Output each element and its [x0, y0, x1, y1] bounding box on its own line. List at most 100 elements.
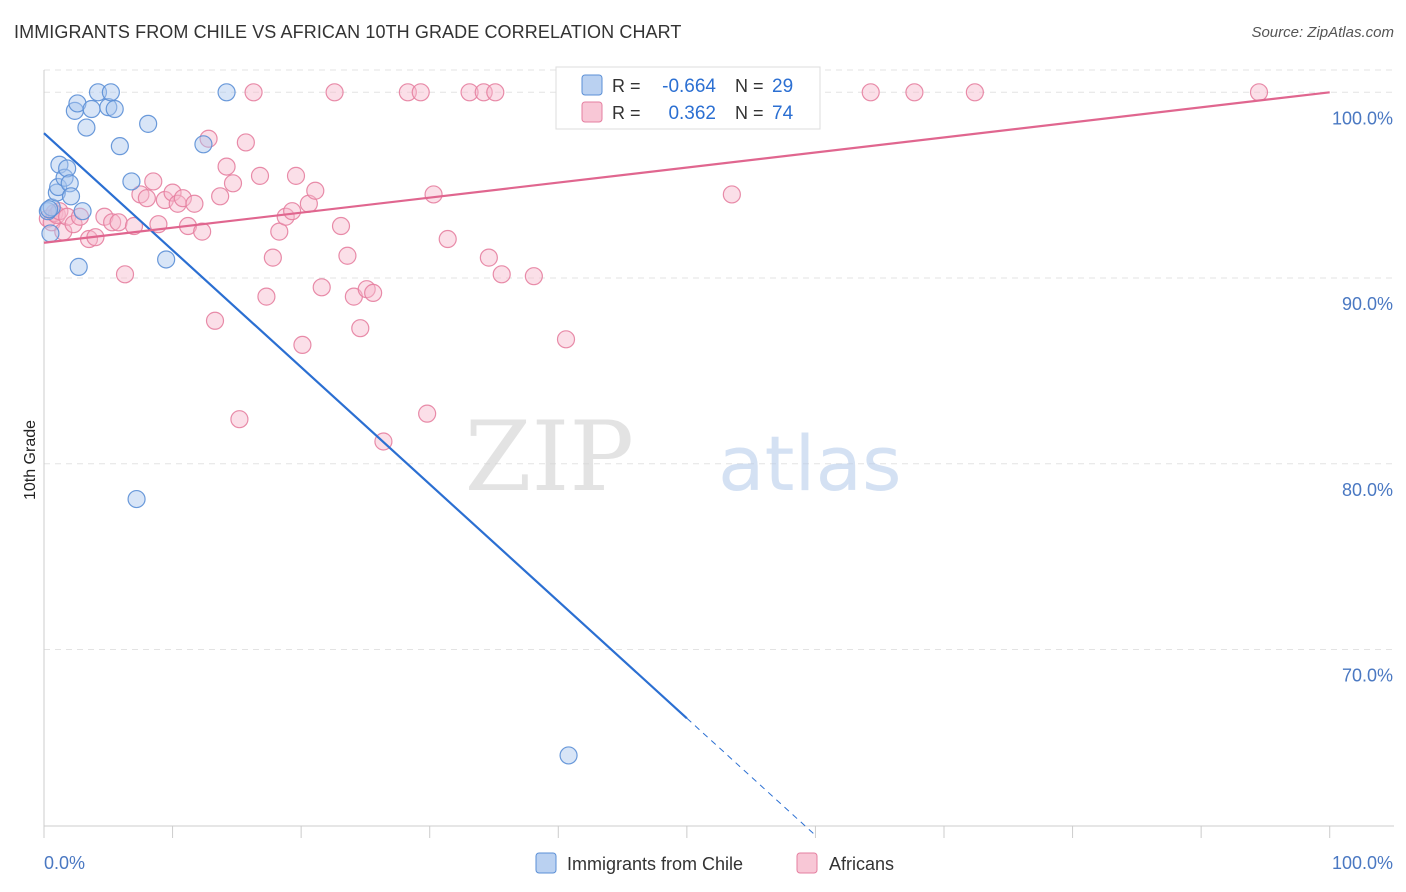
legend-r-label-blue: R =	[612, 76, 641, 96]
chile-point-14	[77, 118, 96, 137]
y-tick-label-3: 70.0%	[1342, 666, 1393, 686]
bottom-legend-swatch-pink	[796, 852, 818, 874]
africans-point-15	[124, 216, 144, 236]
chile-point-26	[217, 83, 236, 102]
africans-point-23	[173, 189, 192, 208]
africans-point-17	[137, 189, 156, 208]
africans-point-41	[286, 166, 306, 185]
africans-point-63	[492, 265, 511, 284]
legend-swatch-pink	[581, 101, 603, 123]
chile-point-13	[73, 202, 92, 221]
africans-point-40	[283, 202, 302, 221]
africans-point-7	[64, 215, 83, 234]
chile-point-27	[40, 200, 59, 219]
chile-point-16	[88, 83, 108, 102]
bottom-legend-label-chile: Immigrants from Chile	[567, 854, 743, 874]
africans-point-56	[418, 404, 437, 423]
africans-point-68	[722, 185, 741, 204]
x-tick-label-1: 100.0%	[1332, 853, 1393, 873]
chile-point-23	[139, 114, 158, 133]
axes	[43, 70, 1394, 838]
africans-point-37	[263, 248, 282, 267]
trend-lines	[43, 91, 1330, 836]
y-tick-labels: 100.0% 90.0% 80.0% 70.0%	[1332, 108, 1393, 685]
africans-point-64	[524, 267, 543, 286]
africans-point-18	[144, 172, 163, 191]
africans-point-50	[351, 319, 370, 338]
watermark-zip: ZIP	[465, 401, 634, 513]
legend-n-label-pink: N =	[735, 103, 764, 123]
africans-point-25	[185, 194, 204, 213]
legend-swatch-blue	[581, 74, 603, 96]
legend-n-label-blue: N =	[735, 76, 764, 96]
y-tick-label-1: 90.0%	[1342, 294, 1393, 314]
africans-point-65	[556, 330, 576, 349]
bottom-legend-swatch-blue	[535, 852, 557, 874]
chile-point-22	[127, 489, 146, 509]
africans-point-31	[223, 174, 243, 193]
africans-point-46	[325, 83, 344, 102]
bottom-legend-label-africans: Africans	[829, 854, 894, 874]
chart-title: IMMIGRANTS FROM CHILE VS AFRICAN 10TH GR…	[14, 22, 682, 42]
chile-trend-line-extension	[686, 717, 816, 836]
africans-point-47	[331, 216, 351, 236]
chile-point-8	[60, 174, 79, 193]
africans-point-29	[211, 187, 230, 206]
y-axis-label: 10th Grade	[22, 420, 39, 500]
africans-point-57	[424, 185, 443, 204]
x-tick-labels: 0.0% 100.0%	[44, 853, 1393, 873]
watermark: ZIP atlas	[465, 401, 902, 513]
correlation-legend: R = -0.664 N = 29 R = 0.362 N = 74	[555, 66, 821, 130]
chile-points	[38, 83, 578, 765]
grid-lines	[44, 69, 1394, 651]
chile-point-18	[101, 83, 120, 102]
chile-point-4	[49, 177, 68, 197]
y-tick-label-0: 100.0%	[1332, 108, 1393, 128]
africans-point-48	[338, 246, 357, 265]
chile-point-7	[58, 159, 77, 178]
y-tick-label-2: 80.0%	[1342, 480, 1393, 500]
africans-point-70	[861, 83, 880, 102]
africans-point-21	[163, 183, 182, 202]
africans-point-59	[460, 83, 479, 102]
africans-point-36	[257, 287, 276, 306]
africans-point-62	[486, 83, 505, 102]
africans-point-45	[312, 278, 331, 297]
africans-point-26	[193, 222, 212, 241]
africans-point-42	[293, 335, 312, 355]
africans-point-61	[479, 248, 498, 267]
chile-point-25	[194, 135, 213, 154]
africans-trend-line	[43, 91, 1330, 244]
africans-point-71	[905, 83, 924, 102]
chile-point-15	[82, 99, 101, 119]
africans-point-54	[398, 83, 417, 102]
legend-r-label-pink: R =	[612, 103, 641, 123]
africans-point-13	[109, 213, 128, 232]
africans-points	[38, 83, 1269, 451]
chile-point-9	[61, 187, 81, 206]
chile-point-19	[105, 99, 124, 119]
legend-r-value-pink: 0.362	[668, 103, 716, 124]
chile-point-24	[157, 250, 176, 269]
africans-point-58	[438, 229, 457, 249]
africans-point-33	[236, 133, 255, 152]
chile-point-17	[99, 98, 118, 117]
legend-n-value-pink: 74	[772, 103, 794, 124]
africans-point-30	[217, 157, 236, 176]
africans-point-28	[205, 311, 225, 330]
chile-point-28	[559, 746, 578, 765]
africans-point-14	[115, 265, 135, 284]
source-credit: Source: ZipAtlas.com	[1251, 24, 1394, 41]
legend-n-value-blue: 29	[772, 76, 793, 97]
chile-point-20	[110, 137, 129, 156]
legend-r-value-blue: -0.664	[662, 76, 716, 97]
watermark-atlas: atlas	[718, 419, 902, 508]
chile-point-12	[69, 257, 88, 276]
chile-point-3	[47, 183, 66, 202]
africans-point-55	[411, 83, 430, 102]
africans-point-27	[199, 129, 218, 148]
chile-point-1	[41, 224, 60, 243]
africans-point-34	[244, 83, 263, 102]
africans-point-44	[306, 181, 325, 200]
